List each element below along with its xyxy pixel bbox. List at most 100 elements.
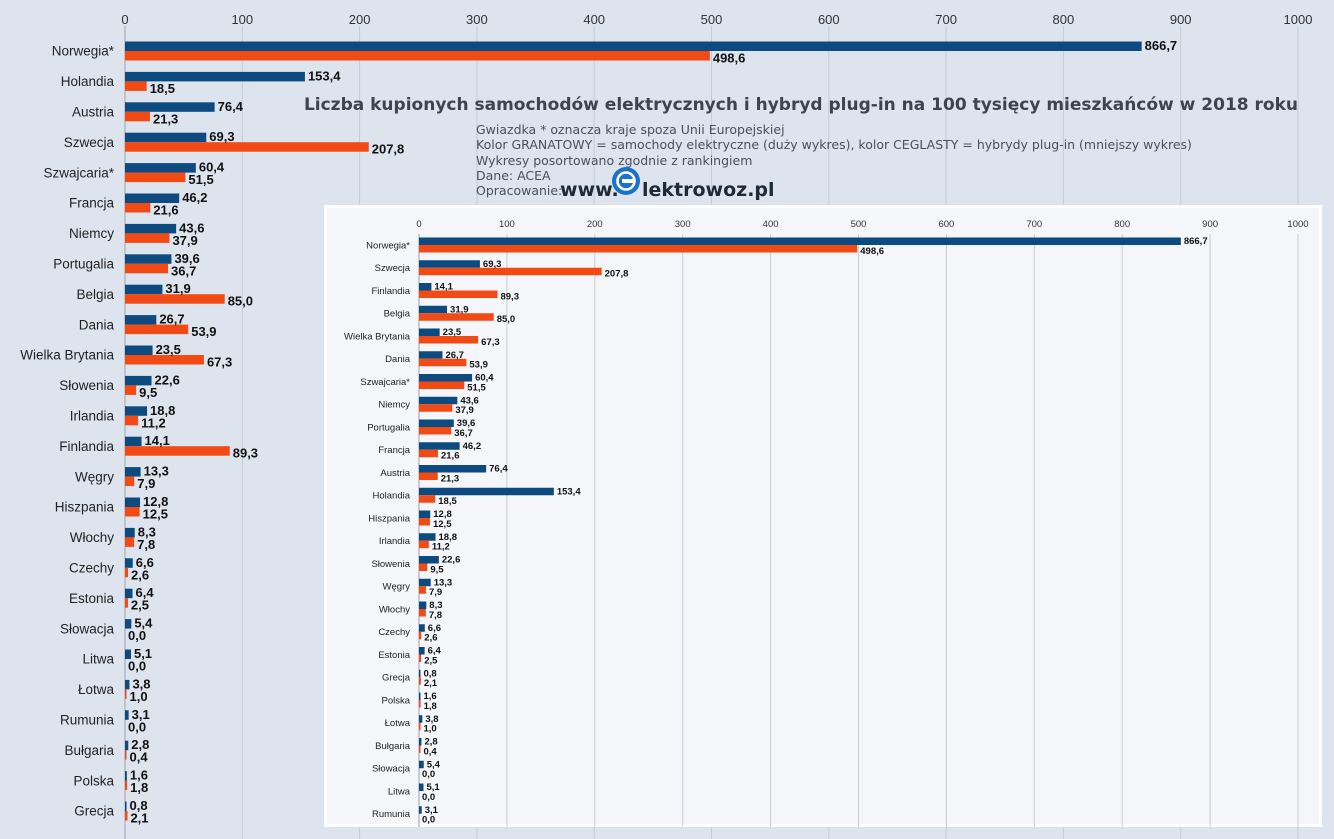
inset-phev-value-label: 0,0: [422, 769, 435, 780]
inset-ev-bar: [419, 624, 425, 632]
main-ev-value-label: 76,4: [218, 99, 244, 114]
main-phev-value-label: 53,9: [191, 324, 216, 339]
inset-phev-value-label: 207,8: [605, 269, 629, 280]
main-ev-value-label: 1,6: [130, 768, 148, 783]
main-ev-bar: [125, 41, 1142, 51]
main-tick-label: 700: [935, 12, 957, 27]
main-category-label: Portugalia: [53, 257, 114, 272]
inset-ev-value-label: 18,8: [439, 532, 458, 543]
main-category-label: Słowenia: [59, 378, 114, 393]
inset-category-label: Norwegia*: [366, 240, 410, 251]
inset-ev-bar: [419, 328, 440, 336]
main-category-label: Szwecja: [64, 135, 115, 150]
main-phev-bar: [125, 111, 150, 122]
main-phev-value-label: 2,6: [131, 567, 149, 582]
inset-tick-label: 800: [1114, 219, 1130, 230]
inset-phev-value-label: 37,9: [455, 405, 474, 416]
main-ev-value-label: 8,3: [138, 524, 156, 539]
main-category-label: Litwa: [82, 652, 114, 667]
main-ev-bar: [125, 619, 132, 629]
main-ev-value-label: 18,8: [150, 403, 175, 418]
main-ev-bar: [125, 375, 152, 386]
inset-tick-label: 300: [675, 219, 691, 230]
main-tick-label: 500: [701, 12, 723, 27]
main-phev-value-label: 0,0: [128, 719, 146, 734]
main-category-label: Irlandia: [70, 409, 115, 424]
main-category-label: Bułgaria: [64, 743, 114, 758]
main-phev-bar: [125, 446, 230, 456]
main-tick-label: 600: [818, 12, 840, 27]
inset-phev-bar: [419, 449, 438, 458]
inset-ev-bar: [419, 692, 421, 700]
main-tick-label: 900: [1170, 12, 1192, 27]
inset-phev-value-label: 0,0: [422, 792, 435, 803]
inset-phev-value-label: 36,7: [454, 428, 473, 439]
main-ev-bar: [125, 406, 148, 416]
main-ev-value-label: 6,4: [136, 585, 155, 600]
inset-ev-bar: [419, 465, 487, 473]
main-category-label: Rumunia: [60, 713, 115, 728]
inset-ev-bar: [419, 396, 458, 405]
inset-ev-value-label: 0,8: [424, 668, 437, 679]
inset-ev-bar: [419, 669, 421, 678]
inset-phev-bar: [419, 700, 421, 708]
inset-phev-bar: [419, 358, 467, 367]
main-ev-value-label: 43,6: [179, 220, 204, 235]
inset-ev-bar: [419, 305, 448, 314]
inset-ev-value-label: 26,7: [445, 350, 464, 361]
inset-phev-value-label: 21,3: [441, 473, 460, 484]
main-tick-label: 200: [349, 12, 371, 27]
inset-ev-value-label: 6,6: [428, 623, 441, 634]
main-phev-value-label: 51,5: [188, 172, 213, 187]
inset-ev-bar: [419, 783, 424, 791]
inset-phev-bar: [419, 722, 421, 731]
main-category-label: Łotwa: [78, 682, 115, 697]
main-ev-value-label: 46,2: [182, 190, 207, 205]
main-ev-bar: [125, 436, 142, 447]
inset-category-label: Belgia: [384, 309, 411, 320]
inset-phev-bar: [419, 495, 436, 503]
main-phev-value-label: 498,6: [713, 50, 746, 65]
inset-tick-label: 1000: [1287, 219, 1308, 230]
inset-phev-bar: [419, 586, 426, 594]
inset-phev-value-label: 2,1: [424, 678, 438, 689]
main-ev-value-label: 12,8: [143, 494, 168, 509]
main-phev-bar: [125, 811, 128, 821]
main-phev-value-label: 36,7: [171, 263, 196, 278]
main-category-label: Węgry: [75, 469, 114, 484]
main-ev-value-label: 26,7: [159, 312, 184, 327]
main-ev-bar: [125, 254, 172, 264]
inset-tick-label: 700: [1026, 219, 1042, 230]
inset-category-label: Czechy: [378, 627, 410, 638]
main-category-label: Francja: [69, 196, 115, 211]
inset-ev-value-label: 12,8: [433, 509, 452, 520]
inset-phev-value-label: 89,3: [500, 291, 519, 302]
inset-ev-value-label: 1,6: [424, 691, 437, 702]
main-category-label: Niemcy: [69, 226, 114, 241]
main-phev-value-label: 11,2: [141, 415, 166, 430]
inset-phev-bar: [419, 267, 602, 276]
inset-category-label: Estonia: [378, 650, 410, 661]
inset-ev-bar: [419, 283, 432, 291]
main-tick-label: 1000: [1284, 12, 1313, 27]
main-phev-bar: [125, 142, 369, 152]
inset-phev-bar: [419, 313, 494, 321]
inset-ev-bar: [419, 442, 460, 450]
inset-ev-value-label: 3,8: [425, 714, 438, 725]
main-phev-value-label: 7,9: [137, 476, 155, 491]
main-ev-value-label: 866,7: [1145, 38, 1178, 53]
inset-ev-value-label: 866,7: [1184, 236, 1208, 247]
main-phev-bar: [125, 476, 135, 487]
inset-phev-bar: [419, 245, 858, 253]
inset-ev-bar: [419, 351, 443, 359]
inset-phev-bar: [419, 631, 422, 640]
inset-category-label: Włochy: [379, 604, 410, 615]
main-phev-value-label: 89,3: [233, 446, 258, 461]
inset-ev-value-label: 60,4: [475, 373, 494, 384]
main-tick-label: 300: [466, 12, 488, 27]
main-phev-value-label: 0,0: [128, 628, 146, 643]
inset-ev-bar: [419, 738, 422, 746]
inset-ev-bar: [419, 556, 439, 564]
main-phev-bar: [125, 598, 128, 608]
inset-phev-bar: [419, 290, 498, 298]
